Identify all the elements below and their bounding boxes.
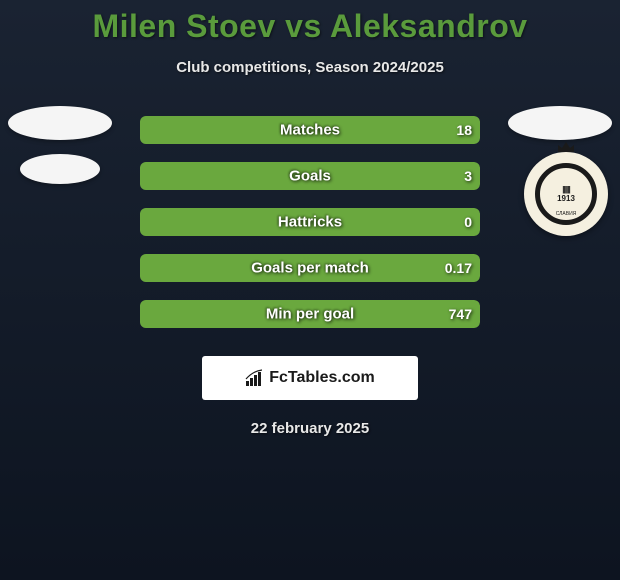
club-badge: |||||| 1913 СЛАВИЯ — [524, 152, 608, 236]
stat-value-right: 18 — [456, 122, 472, 138]
stat-value-right: 0.17 — [445, 260, 472, 276]
club-year: 1913 — [557, 194, 575, 203]
club-badge-inner: |||||| 1913 СЛАВИЯ — [535, 163, 597, 225]
stat-label: Hattricks — [278, 214, 342, 231]
club-stripes-icon: |||||| — [562, 185, 569, 194]
club-name: СЛАВИЯ — [556, 211, 577, 217]
stat-value-right: 747 — [449, 306, 472, 322]
stat-row: Hattricks 0 — [140, 208, 480, 236]
left-player-badges — [8, 106, 112, 184]
stat-value-right: 0 — [464, 214, 472, 230]
footer-brand-text: FcTables.com — [269, 369, 375, 387]
stat-row: Min per goal 747 — [140, 300, 480, 328]
footer-brand-box: FcTables.com — [202, 356, 418, 400]
right-player-badges: |||||| 1913 СЛАВИЯ — [508, 106, 612, 236]
stat-row: Matches 18 — [140, 116, 480, 144]
stat-row: Goals per match 0.17 — [140, 254, 480, 282]
page-title: Milen Stoev vs Aleksandrov — [0, 0, 620, 45]
stat-label: Matches — [280, 122, 340, 139]
stat-value-right: 3 — [464, 168, 472, 184]
crown-icon — [556, 140, 576, 154]
footer-logo: FcTables.com — [245, 369, 375, 387]
subtitle: Club competitions, Season 2024/2025 — [0, 59, 620, 76]
date-text: 22 february 2025 — [0, 420, 620, 437]
stat-row: Goals 3 — [140, 162, 480, 190]
bars-chart-icon — [245, 369, 265, 387]
stat-bars: Matches 18 Goals 3 Hattricks 0 Goals per match… — [140, 116, 480, 328]
stat-label: Goals — [289, 168, 331, 185]
player-badge-placeholder — [508, 106, 612, 140]
player-badge-placeholder — [8, 106, 112, 140]
stat-label: Min per goal — [266, 306, 354, 323]
stats-area: |||||| 1913 СЛАВИЯ Matches 18 Goals 3 Hattri… — [0, 116, 620, 328]
stat-label: Goals per match — [251, 260, 369, 277]
player-badge-placeholder — [20, 154, 100, 184]
